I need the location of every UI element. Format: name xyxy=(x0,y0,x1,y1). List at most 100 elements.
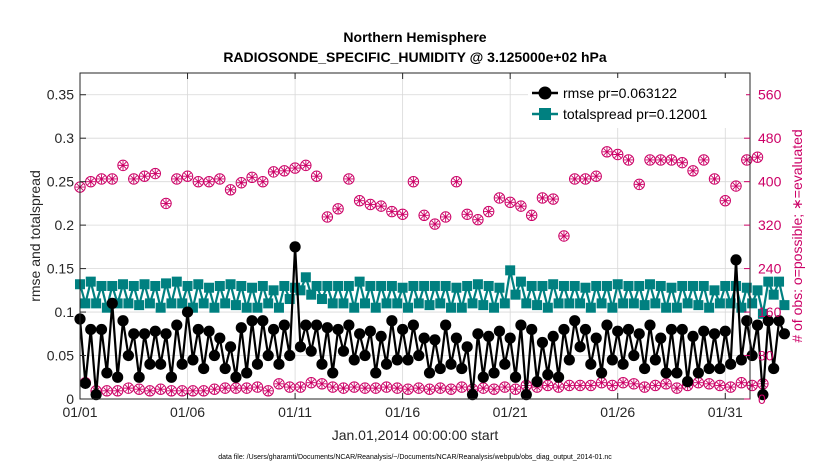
totalspread-point xyxy=(166,298,177,309)
rmse-point xyxy=(725,358,737,370)
obs-possible-point xyxy=(332,203,344,215)
rmse-point xyxy=(203,325,215,337)
rmse-point xyxy=(633,328,645,340)
obs-evaluated-point xyxy=(338,383,349,393)
obs-possible-point xyxy=(488,383,500,395)
obs-possible-point xyxy=(558,230,570,242)
rmse-point xyxy=(386,315,398,327)
totalspread-point xyxy=(182,280,193,291)
obs-evaluated-point xyxy=(510,384,521,394)
obs-evaluated-point xyxy=(365,199,375,210)
rmse-point xyxy=(316,358,328,370)
totalspread-point xyxy=(688,280,699,291)
y-left-tick-label: 0.1 xyxy=(55,304,75,320)
obs-evaluated-point xyxy=(166,386,177,396)
obs-evaluated-point xyxy=(489,384,499,394)
x-tick-label: 01/01 xyxy=(62,404,97,420)
y-right-tick-label: 320 xyxy=(758,217,782,233)
x-axis-label: Jan.01,2014 00:00:00 start xyxy=(332,427,499,443)
obs-evaluated-point xyxy=(274,379,284,389)
obs-possible-point xyxy=(138,170,151,182)
rmse-point xyxy=(466,389,479,401)
obs-evaluated-point xyxy=(242,383,252,393)
totalspread-point xyxy=(446,302,457,313)
rmse-point xyxy=(251,358,264,370)
obs-possible-point xyxy=(117,159,129,172)
obs-evaluated-point xyxy=(403,384,413,394)
rmse-point xyxy=(579,323,592,336)
obs-evaluated-point xyxy=(623,155,634,165)
totalspread-point xyxy=(612,279,623,290)
obs-possible-point xyxy=(235,177,248,189)
totalspread-point xyxy=(225,279,236,290)
obs-possible-point xyxy=(106,173,118,185)
obs-possible-point xyxy=(364,198,377,211)
obs-evaluated-point xyxy=(381,382,392,392)
totalspread-point xyxy=(542,302,553,313)
rmse-point xyxy=(714,362,726,375)
rmse-point xyxy=(208,349,221,362)
totalspread-point xyxy=(386,280,397,291)
rmse-point xyxy=(359,349,371,362)
rmse-point xyxy=(520,389,532,401)
obs-possible-point xyxy=(698,154,710,166)
obs-possible-point xyxy=(649,379,662,392)
obs-possible-point xyxy=(154,383,167,395)
totalspread-point xyxy=(521,298,532,309)
obs-evaluated-point xyxy=(398,209,408,219)
rmse-point xyxy=(757,389,769,401)
rmse-point xyxy=(483,330,495,343)
y-right-tick-label: 160 xyxy=(758,304,782,320)
totalspread-point xyxy=(456,302,467,313)
totalspread-point xyxy=(671,302,682,313)
obs-evaluated-point xyxy=(172,174,182,184)
obs-possible-point xyxy=(407,175,420,188)
rmse-point xyxy=(219,362,231,375)
obs-evaluated-point xyxy=(344,174,354,184)
rmse-point xyxy=(472,328,484,340)
obs-evaluated-point xyxy=(559,231,569,241)
obs-evaluated-point xyxy=(709,174,720,184)
totalspread-point xyxy=(300,272,311,283)
obs-evaluated-point xyxy=(640,382,650,392)
rmse-point xyxy=(499,358,511,370)
totalspread-point xyxy=(279,280,290,291)
obs-evaluated-point xyxy=(252,382,263,392)
obs-evaluated-point xyxy=(451,177,462,187)
obs-evaluated-point xyxy=(457,382,467,392)
y-left-tick-label: 0.35 xyxy=(47,87,74,103)
y-left-tick-label: 0 xyxy=(66,391,74,407)
obs-evaluated-point xyxy=(500,382,510,392)
totalspread-point xyxy=(193,279,204,290)
rmse-point xyxy=(515,319,527,331)
totalspread-point xyxy=(365,280,376,291)
totalspread-point xyxy=(101,302,112,313)
totalspread-point xyxy=(591,280,602,291)
totalspread-point xyxy=(311,280,322,291)
totalspread-point xyxy=(601,280,612,291)
rmse-point xyxy=(703,362,715,375)
rmse-point xyxy=(257,315,269,327)
obs-evaluated-point xyxy=(462,209,472,219)
obs-evaluated-point xyxy=(720,196,730,206)
rmse-point xyxy=(434,362,446,375)
rmse-point xyxy=(445,358,457,370)
obs-evaluated-point xyxy=(602,147,612,157)
y-right-tick-label: 560 xyxy=(758,87,782,103)
obs-evaluated-point xyxy=(666,155,677,165)
totalspread-point xyxy=(698,280,709,291)
rmse-point xyxy=(773,315,785,327)
obs-possible-point xyxy=(499,381,511,393)
rmse-point xyxy=(590,332,602,344)
y-right-tick-label: 0 xyxy=(758,391,766,407)
obs-possible-point xyxy=(746,379,758,392)
totalspread-point xyxy=(650,298,661,309)
obs-possible-point xyxy=(316,378,328,390)
rmse-point xyxy=(144,358,156,370)
totalspread-point xyxy=(526,280,537,291)
obs-evaluated-point xyxy=(204,177,214,187)
totalspread-point xyxy=(655,280,666,291)
obs-evaluated-point xyxy=(387,206,397,217)
totalspread-point xyxy=(214,280,225,291)
chart-title: Northern Hemisphere xyxy=(343,29,486,45)
